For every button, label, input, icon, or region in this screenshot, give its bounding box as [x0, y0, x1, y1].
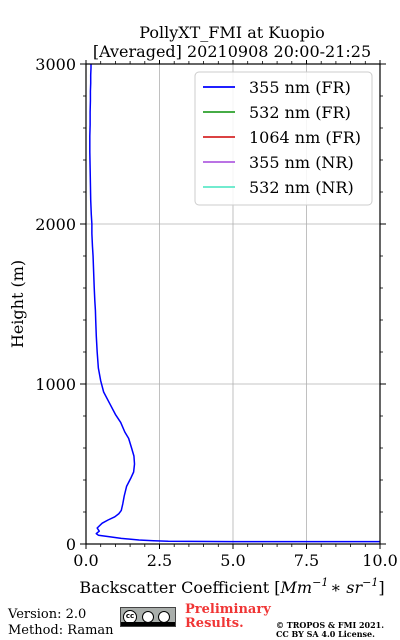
x-tick-label: 10.0 — [362, 551, 398, 570]
chart-title: PollyXT_FMI at Kuopio — [139, 23, 325, 42]
cc-by-sa-badge-icon: cc — [120, 607, 176, 627]
copyright-line-1: © TROPOS & FMI 2021. — [276, 620, 385, 630]
x-axis-label: Backscatter Coefficient [Mm−1 ∗ sr−1] — [79, 576, 384, 597]
y-tick-label: 0 — [66, 535, 76, 554]
x-tick-label: 5.0 — [220, 551, 245, 570]
legend: 355 nm (FR) 532 nm (FR) 1064 nm (FR) 355 nm… — [194, 71, 373, 206]
preliminary-results-text: Preliminary Results. — [185, 603, 271, 631]
series-line — [89, 64, 380, 543]
backscatter-chart: PollyXT_FMI at Kuopio [Averaged] 2021090… — [8, 23, 398, 597]
series-layer — [89, 64, 380, 543]
method-text: Method: Raman — [8, 623, 114, 638]
version-text: Version: 2.0 — [8, 607, 87, 622]
copyright-text: © TROPOS & FMI 2021. CC BY SA 4.0 Licens… — [276, 621, 384, 639]
y-tick-label: 3000 — [35, 55, 76, 74]
y-axis-label: Height (m) — [8, 260, 27, 348]
legend-label: 532 nm (NR) — [249, 178, 354, 197]
legend-label: 1064 nm (FR) — [249, 128, 361, 147]
plot-frame — [85, 63, 381, 545]
x-tick-label: 7.5 — [294, 551, 319, 570]
x-tick-label: 2.5 — [147, 551, 172, 570]
preliminary-line-1: Preliminary — [185, 602, 271, 617]
x-tick-label: 0.0 — [73, 551, 98, 570]
legend-box — [194, 71, 373, 206]
legend-label: 355 nm (FR) — [249, 78, 351, 97]
legend-label: 355 nm (NR) — [249, 153, 354, 172]
y-tick-label: 2000 — [35, 215, 76, 234]
copyright-line-2: CC BY SA 4.0 License. — [276, 629, 375, 639]
preliminary-line-2: Results. — [185, 616, 244, 631]
y-tick-label: 1000 — [35, 375, 76, 394]
chart-subtitle: [Averaged] 20210908 20:00-21:25 — [93, 42, 371, 61]
axis-ticks: 0.0 2.5 5.0 7.5 10.0 0 1000 2000 3000 — [35, 55, 398, 570]
legend-label: 532 nm (FR) — [249, 103, 351, 122]
